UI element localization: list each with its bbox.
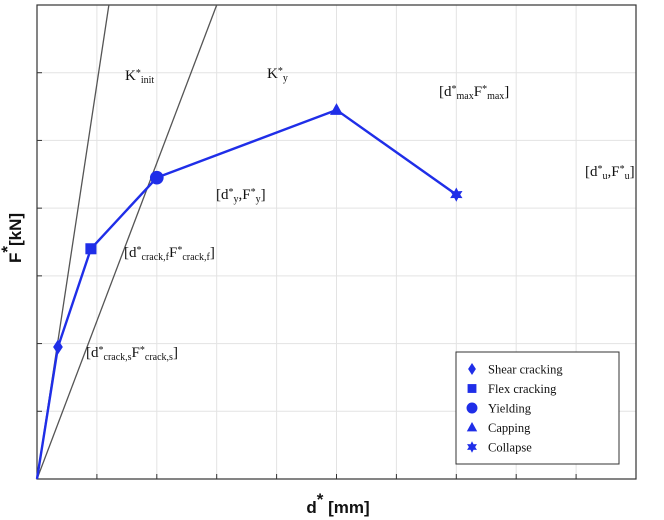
legend-label: Shear cracking [488, 363, 563, 377]
legend-marker-diamond [468, 363, 476, 375]
series [35, 103, 463, 480]
x-axis-title: d* [mm] [306, 490, 369, 517]
axis-titles: d* [mm] F*[kN] [0, 213, 370, 517]
legend-marker-circle [466, 402, 478, 414]
legend-box [455, 351, 620, 465]
point-annotation: [d*crack,fF*crack,f] [124, 245, 215, 264]
stiffness-label: K*y [267, 66, 288, 85]
annotations: [d*crack,sF*crack,s] [d*crack,fF*crack,f]… [86, 84, 635, 364]
legend-marker-star [467, 441, 477, 453]
legend-label: Collapse [488, 441, 532, 455]
point-annotation: [d*u,F*u] [585, 164, 635, 183]
legend-label: Capping [488, 421, 531, 435]
stiffness-line [36, 4, 218, 480]
y-axis-title: F*[kN] [0, 213, 25, 263]
stiffness-label: K*init [125, 68, 154, 87]
point-marker-square [85, 243, 97, 255]
legend-label: Flex cracking [488, 382, 557, 396]
point-marker-diamond [53, 339, 63, 355]
legend: Shear cracking Flex cracking Yielding Cappi… [455, 351, 620, 465]
point-marker-circle [149, 170, 164, 185]
series-line [35, 108, 457, 480]
legend-marker-square [467, 384, 477, 393]
point-annotation: [d*y,F*y] [216, 187, 266, 206]
stiffness-lines: K*init K*y [36, 4, 288, 480]
legend-marker-triangle [466, 422, 478, 432]
point-marker-triangle [330, 103, 343, 115]
legend-label: Yielding [488, 402, 532, 416]
point-annotation: [d*crack,sF*crack,s] [86, 345, 178, 364]
point-annotation: [d*maxF*max] [439, 84, 509, 103]
plot-frame [36, 4, 637, 480]
point-marker-star [450, 187, 463, 202]
